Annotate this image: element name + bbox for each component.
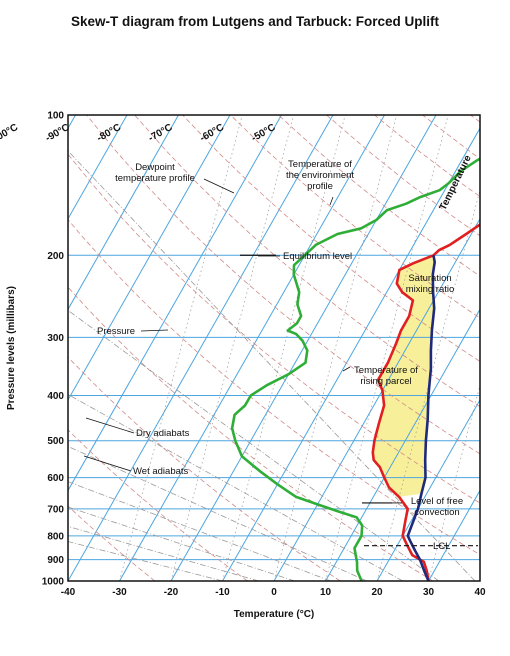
environment-annotation: Temperature of <box>288 159 352 170</box>
equilibrium-level-annotation: Equilibrium level <box>283 251 352 262</box>
y-tick-label: 300 <box>47 333 64 344</box>
lcl-annotation: LCL <box>433 541 450 552</box>
plot-border <box>67 114 481 582</box>
dewpoint-profile-line <box>230 157 480 581</box>
dry-adiabats-annotation: Dry adiabats <box>136 428 190 439</box>
y-axis-label: Pressure levels (millibars) <box>6 286 17 410</box>
isotherm-line <box>68 115 334 581</box>
pressure-annotation-arrow <box>140 329 169 332</box>
y-tick-label: 1000 <box>42 577 65 588</box>
wet-adiabat-line <box>68 541 223 581</box>
positive-area-fill <box>372 255 435 497</box>
page-title: Skew-T diagram from Lutgens and Tarbuck:… <box>70 14 440 29</box>
x-tick-label: -10 <box>215 587 230 598</box>
isotherm-line <box>479 579 480 581</box>
isotherm-line <box>68 115 282 492</box>
isotherm-line <box>170 115 437 581</box>
environment-annotation: profile <box>307 181 333 192</box>
rising-parcel-annotation: rising parcel <box>360 376 411 387</box>
y-tick-label: 700 <box>47 504 64 515</box>
isotherm-top-label: -100°C <box>0 122 20 147</box>
y-tick-label: 400 <box>47 391 64 402</box>
isotherm-line <box>376 398 480 581</box>
environment-annotation: the environment <box>286 170 354 181</box>
wet-adiabats-annotation: Wet adiabats <box>133 466 189 477</box>
lfc-annotation: Level of free <box>411 496 463 507</box>
lfc-annotation: convection <box>414 507 459 518</box>
saturation-mixing-ratio-annotation: mixing ratio <box>406 284 455 295</box>
y-tick-label: 100 <box>47 111 64 122</box>
dewpoint-annotation: Dewpoint <box>135 162 175 173</box>
x-tick-label: 40 <box>474 587 486 598</box>
rising-parcel-annotation-arrow <box>342 366 351 372</box>
mixing-ratio-line <box>479 579 480 581</box>
pressure-annotation: Pressure <box>97 326 135 337</box>
dry-adiabat-line <box>68 356 341 581</box>
isotherm-line <box>68 115 231 401</box>
environment-annotation-arrow <box>329 196 334 206</box>
y-tick-label: 900 <box>47 555 64 566</box>
x-tick-label: 10 <box>320 587 332 598</box>
isotherm-line <box>428 489 480 581</box>
wet-adiabat-line <box>68 309 440 581</box>
dry-adiabat-line <box>68 505 156 581</box>
dewpoint-annotation: temperature profile <box>115 173 195 184</box>
y-tick-label: 200 <box>47 251 64 262</box>
x-axis-label: Temperature (°C) <box>234 609 315 620</box>
y-tick-label: 600 <box>47 473 64 484</box>
x-tick-label: -30 <box>112 587 127 598</box>
saturation-mixing-ratio-annotation: Saturation <box>408 273 451 284</box>
rising-parcel-annotation: Temperature of <box>354 365 418 376</box>
x-tick-label: 0 <box>271 587 277 598</box>
isotherm-line <box>68 115 179 311</box>
dry-adiabat-line <box>68 218 480 556</box>
dewpoint-annotation-arrow <box>203 178 235 194</box>
y-tick-label: 500 <box>47 436 64 447</box>
wet-adiabat-line <box>68 445 367 581</box>
dry-adiabat-line <box>182 115 480 362</box>
wet-adiabat-line <box>68 481 331 581</box>
environment-temperature-line <box>371 222 480 581</box>
dry-adiabat-line <box>68 286 434 581</box>
x-tick-label: 20 <box>371 587 383 598</box>
wet-adiabats-annotation-arrow <box>83 455 132 472</box>
isotherm-line <box>68 115 128 220</box>
isotherm-line <box>222 127 480 581</box>
x-tick-label: -20 <box>164 587 179 598</box>
wet-adiabat-line <box>68 394 403 581</box>
isotherm-line <box>119 115 385 581</box>
y-tick-label: 800 <box>47 531 64 542</box>
x-tick-label: -40 <box>61 587 76 598</box>
dry-adiabat-line <box>134 115 480 408</box>
wet-adiabat-line <box>68 150 476 581</box>
x-tick-label: 30 <box>423 587 435 598</box>
dry-adiabats-annotation-arrow <box>85 417 135 434</box>
